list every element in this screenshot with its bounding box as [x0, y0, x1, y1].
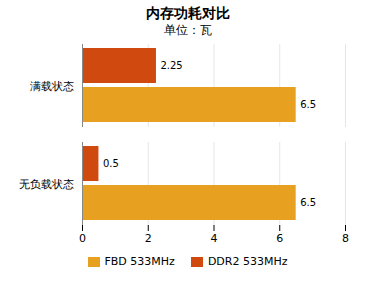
- svg-text:8: 8: [342, 232, 349, 245]
- svg-text:2.25: 2.25: [160, 60, 182, 71]
- svg-text:6.5: 6.5: [300, 197, 316, 208]
- html-text:FBD 533MHz: FBD 533MHz: [104, 255, 175, 268]
- svg-text:4: 4: [211, 232, 218, 245]
- svg-text:6: 6: [276, 232, 283, 245]
- svg-text:无负载状态: 无负载状态: [19, 178, 74, 191]
- svg-text:0.5: 0.5: [103, 158, 119, 169]
- svg-text:6.5: 6.5: [300, 99, 316, 110]
- svg-text:0: 0: [79, 232, 86, 245]
- html-text:单位：瓦: 单位：瓦: [163, 23, 212, 37]
- html-text:DDR2 533MHz: DDR2 533MHz: [207, 255, 288, 268]
- svg-text:满载状态: 满载状态: [30, 80, 74, 93]
- html-text:内存功耗对比: 内存功耗对比: [145, 5, 230, 21]
- svg-text:2: 2: [145, 232, 152, 245]
